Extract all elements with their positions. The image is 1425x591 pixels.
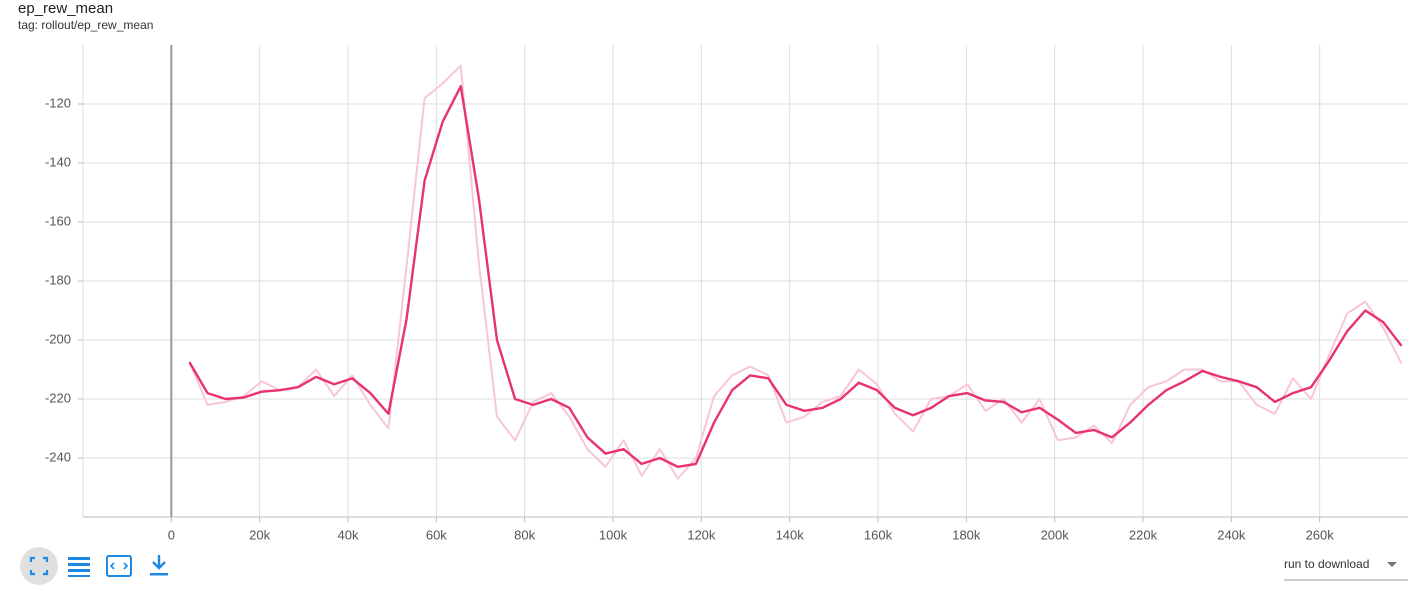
y-tick-label: -140 — [45, 154, 71, 169]
y-tick-label: -180 — [45, 272, 71, 287]
x-tick-label: 40k — [338, 527, 359, 542]
x-tick-label: 260k — [1306, 527, 1335, 542]
x-tick-label: 200k — [1041, 527, 1070, 542]
y-tick-label: -160 — [45, 213, 71, 228]
run-select[interactable]: run to download — [1284, 557, 1408, 581]
y-tick-label: -200 — [45, 331, 71, 346]
x-tick-label: 180k — [952, 527, 981, 542]
chart-subtitle: tag: rollout/ep_rew_mean — [18, 18, 153, 32]
toggle-log-button[interactable] — [68, 557, 90, 577]
x-tick-label: 20k — [249, 527, 270, 542]
fit-domain-button[interactable] — [106, 555, 132, 577]
series-line — [188, 85, 1403, 469]
y-tick-label: -220 — [45, 390, 71, 405]
y-tick-label: -120 — [45, 95, 71, 110]
x-tick-label: 100k — [599, 527, 628, 542]
tick-labels: -240 -220 -200 -180 -160 -140 -120 0 20k 40k 60k 80… — [45, 95, 1334, 542]
x-tick-label: 220k — [1129, 527, 1158, 542]
x-tick-label: 60k — [426, 527, 447, 542]
download-button[interactable] — [150, 555, 168, 576]
series-line — [188, 64, 1403, 480]
x-tick-label: 0 — [168, 527, 175, 542]
grid — [78, 45, 1408, 522]
x-tick-label: 140k — [776, 527, 805, 542]
chart-title: ep_rew_mean — [18, 0, 113, 17]
x-tick-label: 80k — [514, 527, 535, 542]
x-tick-label: 240k — [1217, 527, 1246, 542]
x-tick-label: 160k — [864, 527, 893, 542]
fullscreen-button[interactable] — [20, 547, 58, 585]
run-select-label: run to download — [1284, 557, 1369, 571]
toolbar: run to download — [20, 547, 1408, 585]
y-tick-label: -240 — [45, 449, 71, 464]
plot-lines — [188, 64, 1403, 480]
x-tick-label: 120k — [687, 527, 716, 542]
